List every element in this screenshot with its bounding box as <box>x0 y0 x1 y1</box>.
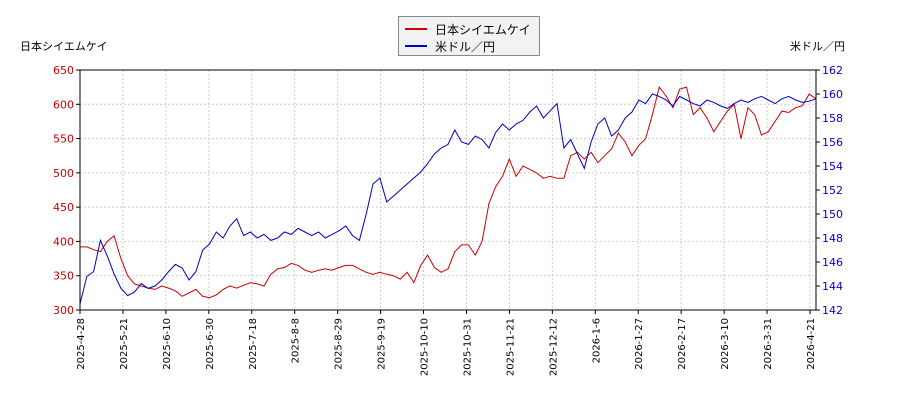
left-tick-label: 450 <box>53 201 74 214</box>
x-axis-ticks: 2025-4-28 2025-5-21 2025-6-10 2025-6-30 2025… <box>76 310 817 376</box>
legend: 日本シイエムケイ 米ドル／円 <box>398 16 540 56</box>
left-tick-label: 350 <box>53 270 74 283</box>
x-tick-label: 2025-9-19 <box>377 318 388 370</box>
x-tick-label: 2025-11-21 <box>505 318 516 376</box>
right-tick-label: 156 <box>822 136 843 149</box>
right-axis-ticks: 142 144 146 148 150 152 154 156 158 160 162 <box>816 64 843 317</box>
left-tick-label: 300 <box>53 304 74 317</box>
left-tick-label: 400 <box>53 235 74 248</box>
right-tick-label: 152 <box>822 184 843 197</box>
x-tick-label: 2025-5-21 <box>119 318 130 370</box>
right-tick-label: 162 <box>822 64 843 77</box>
left-axis-title: 日本シイエムケイ <box>20 40 108 53</box>
right-tick-label: 160 <box>822 88 843 101</box>
plot-frame <box>79 69 817 311</box>
series-line-usdjpy <box>79 93 817 305</box>
x-tick-label: 2025-6-30 <box>205 318 216 370</box>
right-tick-label: 142 <box>822 304 843 317</box>
right-tick-label: 148 <box>822 232 843 245</box>
right-tick-label: 158 <box>822 112 843 125</box>
x-tick-label: 2026-3-31 <box>763 318 774 370</box>
x-tick-label: 2025-6-10 <box>162 318 173 370</box>
right-tick-label: 146 <box>822 256 843 269</box>
x-tick-label: 2026-2-17 <box>677 318 688 370</box>
x-tick-label: 2025-4-28 <box>76 318 87 370</box>
legend-label-stock: 日本シイエムケイ <box>435 22 531 37</box>
left-axis-ticks: 300 350 400 450 500 550 600 650 <box>53 64 80 317</box>
left-tick-label: 550 <box>53 133 74 146</box>
legend-label-usdjpy: 米ドル／円 <box>435 39 496 54</box>
right-tick-label: 150 <box>822 208 843 221</box>
left-tick-label: 600 <box>53 98 74 111</box>
x-tick-label: 2026-1-27 <box>634 318 645 370</box>
right-tick-label: 144 <box>822 280 843 293</box>
x-tick-label: 2025-10-31 <box>462 318 473 376</box>
series-line-stock <box>80 85 817 299</box>
x-tick-label: 2026-3-10 <box>720 318 731 370</box>
x-tick-label: 2026-1-6 <box>591 318 602 363</box>
x-tick-label: 2025-12-12 <box>548 318 559 376</box>
legend-item-stock: 日本シイエムケイ <box>405 21 531 37</box>
right-tick-label: 154 <box>822 160 843 173</box>
right-axis-title: 米ドル／円 <box>790 40 845 53</box>
legend-swatch-usdjpy <box>405 45 427 47</box>
grid-lines <box>79 69 816 311</box>
x-tick-label: 2025-8-8 <box>291 318 302 363</box>
legend-item-usdjpy: 米ドル／円 <box>405 38 495 54</box>
x-tick-label: 2025-10-10 <box>420 318 431 376</box>
left-tick-label: 500 <box>53 167 74 180</box>
left-tick-label: 650 <box>53 64 74 77</box>
x-tick-label: 2025-7-18 <box>248 318 259 370</box>
series-layer <box>79 85 817 305</box>
x-tick-label: 2025-8-29 <box>334 318 345 370</box>
x-tick-label: 2026-4-21 <box>806 318 817 370</box>
legend-swatch-stock <box>405 28 427 30</box>
